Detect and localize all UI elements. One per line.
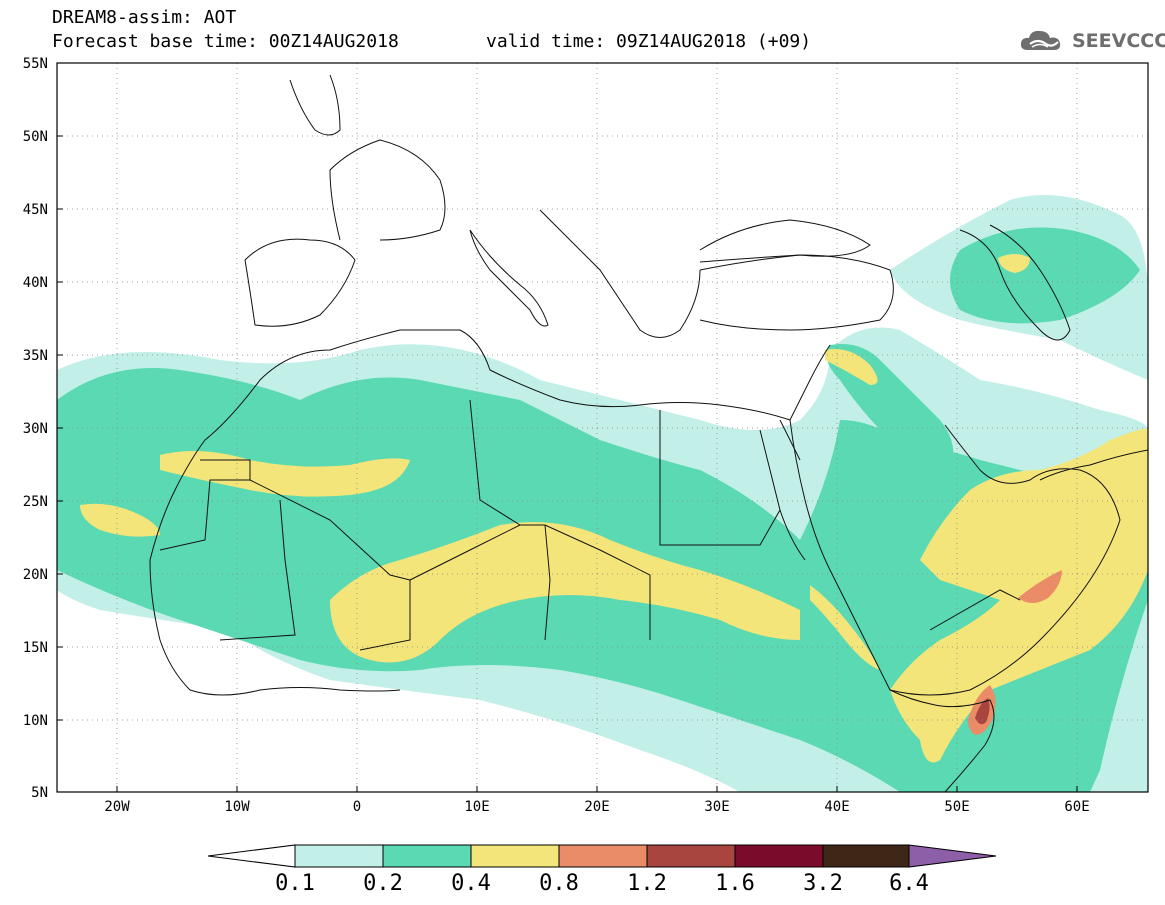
lat-label: 30N (22, 421, 48, 437)
lat-label: 55N (22, 56, 48, 72)
map-title: DREAM8-assim: AOT (52, 7, 237, 28)
colorbar-level-label: 6.4 (889, 871, 929, 896)
colorbar-level-label: 1.2 (627, 871, 667, 896)
aot-contour-0.4-atlas (160, 451, 410, 497)
colorbar-level-label: 0.2 (363, 871, 403, 896)
aot-contour-0.4-caspian (998, 254, 1030, 273)
colorbar-level-label: 0.4 (451, 871, 491, 896)
colorbar-bin-1 (294, 844, 384, 868)
aot-contour-0.4-west (80, 503, 160, 537)
aot-contour-0.4-redsea (810, 585, 880, 670)
aot-contour-0.4-sahara (330, 522, 800, 663)
lon-label: 20W (104, 799, 130, 815)
logo-text: SEEVCCC (1072, 30, 1165, 52)
colorbar-bin-3 (470, 844, 560, 868)
colorbar-bin-6 (734, 844, 824, 868)
lon-label: 50E (944, 799, 970, 815)
colorbar-bin-2 (382, 844, 472, 868)
axis-ticks (57, 135, 1078, 792)
lon-label: 40E (824, 799, 850, 815)
aot-field (57, 195, 1148, 792)
valid-time: valid time: 09Z14AUG2018 (+09) (486, 31, 812, 52)
graticule (57, 63, 1148, 792)
cloud-icon (1020, 30, 1061, 50)
colorbar-level-label: 1.6 (715, 871, 755, 896)
colorbar-level-label: 0.1 (275, 871, 315, 896)
aot-contour-0.4-iraq (825, 349, 878, 385)
lat-label: 5N (31, 785, 48, 801)
aot-contour-1.2-somalia (975, 698, 990, 725)
lon-label: 10E (464, 799, 490, 815)
lat-label: 10N (22, 713, 48, 729)
lat-label: 45N (22, 202, 48, 218)
seevccc-logo: SEEVCCC (1018, 26, 1165, 56)
lat-label: 15N (22, 640, 48, 656)
aot-contour-0.8-oman (1018, 570, 1062, 603)
lon-label: 20E (584, 799, 610, 815)
colorbar-bin-7 (822, 844, 910, 868)
colorbar-bin-4 (558, 844, 648, 868)
colorbar-bin-5 (646, 844, 736, 868)
lat-label: 50N (22, 129, 48, 145)
colorbar-over-arrow (908, 844, 997, 868)
lat-label: 20N (22, 567, 48, 583)
colorbar-under-arrow (207, 844, 296, 868)
lat-label: 40N (22, 275, 48, 291)
lon-label: 60E (1064, 799, 1090, 815)
lon-label: 30E (704, 799, 730, 815)
colorbar-level-label: 3.2 (803, 871, 843, 896)
colorbar (207, 844, 997, 868)
lon-label: 0 (352, 799, 362, 815)
forecast-base-time: Forecast base time: 00Z14AUG2018 (52, 31, 399, 52)
lon-label: 10W (224, 799, 250, 815)
lat-label: 25N (22, 494, 48, 510)
colorbar-level-label: 0.8 (539, 871, 579, 896)
lat-label: 35N (22, 348, 48, 364)
aot-contour-0.4-arabia (890, 428, 1148, 763)
aot-contour-0.2-caspian (950, 227, 1140, 324)
coastlines (149, 74, 1148, 792)
